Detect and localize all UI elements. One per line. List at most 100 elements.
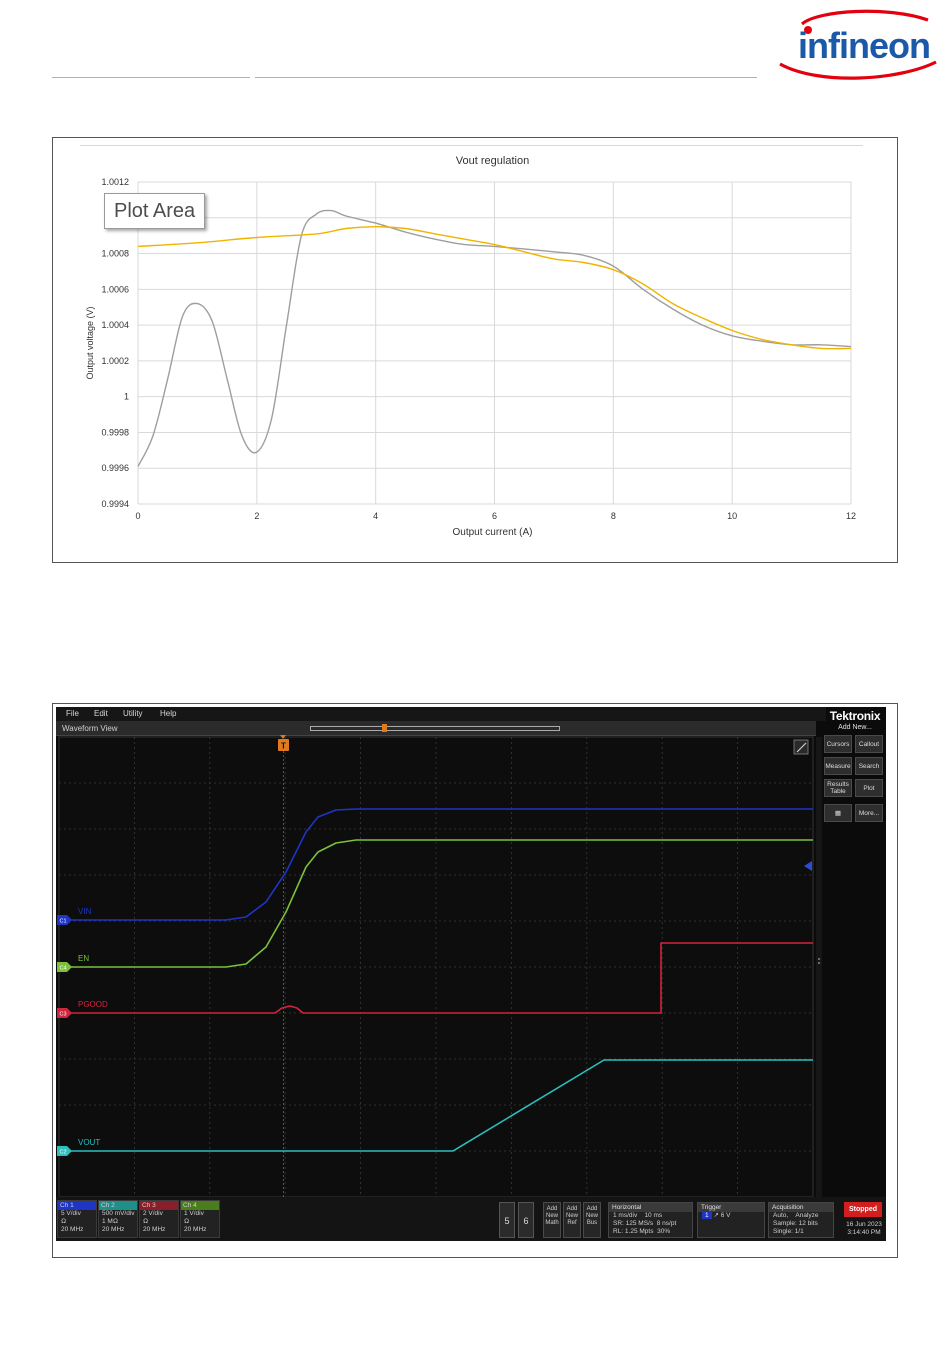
channel-4-bandwidth: 20 MHz <box>184 1226 207 1233</box>
horizontal-title: Horizontal <box>609 1203 692 1212</box>
acquisition-panel[interactable]: Acquisition Auto, Analyze Sample: 12 bit… <box>768 1202 834 1238</box>
infineon-logo: infineon <box>779 9 937 80</box>
chart-title: Vout regulation <box>456 155 529 167</box>
channel-ground-marker <box>57 962 72 972</box>
plot-button[interactable]: Plot <box>855 779 883 797</box>
channel-ground-label: C3 <box>59 1012 66 1018</box>
trigger-position-arrow <box>280 735 286 739</box>
waveform-view-bar: Waveform View <box>56 721 816 736</box>
scope-frame <box>52 703 898 1258</box>
channel-4-badge[interactable]: Ch 4 1 V/div Ω 20 MHz <box>180 1200 220 1238</box>
acquisition-row-2: Sample: 12 bits <box>773 1220 818 1227</box>
x-axis-label: Output current (A) <box>452 527 532 538</box>
zoom-icon-stroke <box>796 742 807 753</box>
channel-ground-marker <box>57 1008 72 1018</box>
channel-3-head: Ch 3 <box>140 1201 178 1210</box>
channel-4-head: Ch 4 <box>181 1201 219 1210</box>
acquisition-row-1: Auto, Analyze <box>769 1212 833 1220</box>
measure-button[interactable]: Measure <box>824 757 852 775</box>
record-position-marker[interactable] <box>382 724 387 732</box>
channel-2-scale: 500 mV/div <box>102 1210 135 1217</box>
add-bus-button[interactable]: Add New Bus <box>583 1202 601 1238</box>
channel-4-impedance: Ω <box>184 1218 189 1225</box>
search-button[interactable]: Search <box>855 757 883 775</box>
scope-bottom-bar: Ch 1 5 V/div Ω 20 MHz Ch 2 500 mV/div 1 … <box>56 1197 886 1241</box>
plot-area-tooltip: Plot Area <box>104 193 206 229</box>
callout-button[interactable]: Callout <box>855 735 883 753</box>
y-axis-label: Output voltage (V) <box>85 306 95 379</box>
trigger-row: 1 ↗ 6 V <box>698 1212 764 1220</box>
y-tick-label: 0.9998 <box>101 427 129 437</box>
divider-dot <box>818 962 820 964</box>
date-label: 16 Jun 2023 <box>846 1221 882 1228</box>
record-overview-track[interactable] <box>310 726 560 731</box>
waveform-vin <box>59 808 813 921</box>
menu-help[interactable]: Help <box>160 709 177 718</box>
sample-rate: SR: 125 MS/s <box>613 1220 654 1227</box>
channel-3-scale: 2 V/div <box>143 1210 163 1217</box>
time-per-point: 8 ns/pt <box>656 1220 677 1227</box>
logo-text: infineon <box>798 25 930 66</box>
add-ref-button[interactable]: Add New Ref <box>563 1202 581 1238</box>
channel-4-scale: 1 V/div <box>184 1210 204 1217</box>
side-divider <box>816 737 822 1197</box>
channel-1-badge[interactable]: Ch 1 5 V/div Ω 20 MHz <box>57 1200 97 1238</box>
channel-6-button[interactable]: 6 <box>518 1202 534 1238</box>
waveform-en <box>59 839 813 968</box>
header-rule-right <box>255 77 757 78</box>
channel-2-impedance: 1 MΩ <box>102 1218 118 1225</box>
trigger-panel[interactable]: Trigger 1 ↗ 6 V <box>697 1202 765 1238</box>
y-tick-label: 1.0006 <box>101 284 129 294</box>
y-tick-label: 1.0012 <box>101 177 129 187</box>
channel-5-button[interactable]: 5 <box>499 1202 515 1238</box>
results-table-button[interactable]: Results Table <box>824 779 852 797</box>
x-tick-label: 6 <box>492 511 497 521</box>
horizontal-scale: 1 ms/div <box>613 1212 638 1219</box>
x-tick-label: 4 <box>373 511 378 521</box>
y-tick-label: 0.9996 <box>101 463 129 473</box>
vout-regulation-chart: Vout regulation 0.9994 0.9996 0.9998 1 1.0002… <box>85 155 856 538</box>
scope-menubar: File Edit Utility Help <box>56 707 826 721</box>
waveform-label-vout: VOUT <box>78 1138 100 1147</box>
channel-3-bandwidth: 20 MHz <box>143 1226 166 1233</box>
menu-edit[interactable]: Edit <box>94 709 108 718</box>
trigger-marker-label: T <box>281 742 286 751</box>
waveform-pgood <box>59 942 813 1014</box>
more-button[interactable]: More... <box>855 804 883 822</box>
waveform-label-vin: VIN <box>78 907 92 916</box>
zoom-icon <box>793 739 809 755</box>
series-line-gray <box>137 209 852 467</box>
horizontal-row-2: SR: 125 MS/s 8 ns/pt <box>609 1220 692 1228</box>
menu-file[interactable]: File <box>66 709 79 718</box>
channel-1-scale: 5 V/div <box>61 1210 81 1217</box>
add-math-button[interactable]: Add New Math <box>543 1202 561 1238</box>
channel-2-bandwidth: 20 MHz <box>102 1226 125 1233</box>
acquisition-analyze: Analyze <box>795 1212 819 1219</box>
channel-ground-marker <box>57 1146 72 1156</box>
acquisition-title: Acquisition <box>769 1203 833 1212</box>
channel-ground-label: C4 <box>59 966 66 972</box>
cursors-button[interactable]: Cursors <box>824 735 852 753</box>
oscilloscope-screen: File Edit Utility Help Waveform View Tek… <box>56 707 886 1241</box>
channel-1-bandwidth: 20 MHz <box>61 1226 84 1233</box>
channel-ground-label: C2 <box>59 1150 66 1156</box>
histogram-button[interactable]: ▦ <box>824 804 852 822</box>
divider-dot <box>818 958 820 960</box>
x-tick-label: 12 <box>846 511 856 521</box>
time-label: 3:14:40 PM <box>847 1229 881 1236</box>
acquisition-mode: Auto, <box>773 1212 789 1219</box>
horizontal-duration: 10 ms <box>644 1212 663 1219</box>
run-stop-button[interactable]: Stopped <box>844 1202 882 1217</box>
channel-2-head: Ch 2 <box>99 1201 137 1210</box>
waveform-view-title: Waveform View <box>62 724 118 733</box>
channel-3-badge[interactable]: Ch 3 2 V/div Ω 20 MHz <box>139 1200 179 1238</box>
horizontal-panel[interactable]: Horizontal 1 ms/div 10 ms SR: 125 MS/s 8… <box>608 1202 693 1238</box>
menu-utility[interactable]: Utility <box>123 709 143 718</box>
waveform-display: T C1 VIN C4 EN C3 PGOOD C2 VOUT <box>57 735 822 1198</box>
x-tick-label: 8 <box>611 511 616 521</box>
channel-2-badge[interactable]: Ch 2 500 mV/div 1 MΩ 20 MHz <box>98 1200 138 1238</box>
y-tick-label: 1 <box>124 392 129 402</box>
waveform-label-pgood: PGOOD <box>78 1000 108 1009</box>
x-tick-label: 0 <box>135 511 140 521</box>
trigger-level: 6 V <box>720 1212 731 1219</box>
